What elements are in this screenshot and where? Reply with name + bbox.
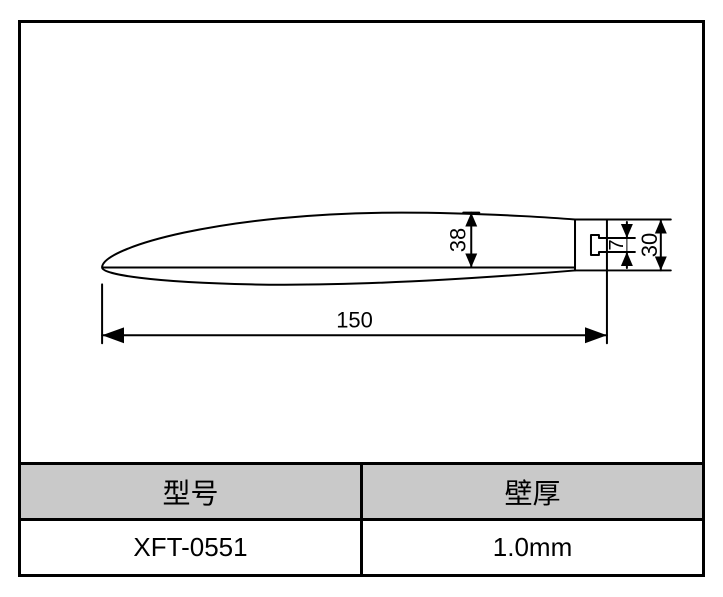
table-data-row: XFT-0551 1.0mm xyxy=(21,521,702,574)
svg-text:38: 38 xyxy=(445,228,470,252)
svg-text:30: 30 xyxy=(637,233,662,257)
profile-svg: 150 38 7 30 xyxy=(21,23,702,462)
header-thickness: 壁厚 xyxy=(363,465,702,518)
value-model: XFT-0551 xyxy=(21,521,363,574)
svg-text:7: 7 xyxy=(606,239,628,250)
value-thickness: 1.0mm xyxy=(363,521,702,574)
spec-sheet: 150 38 7 30 型号 壁厚 XFT-0551 1.0mm xyxy=(18,20,705,577)
table-header-row: 型号 壁厚 xyxy=(21,465,702,521)
profile-diagram: 150 38 7 30 xyxy=(21,23,702,465)
svg-text:150: 150 xyxy=(336,307,373,332)
header-model: 型号 xyxy=(21,465,363,518)
